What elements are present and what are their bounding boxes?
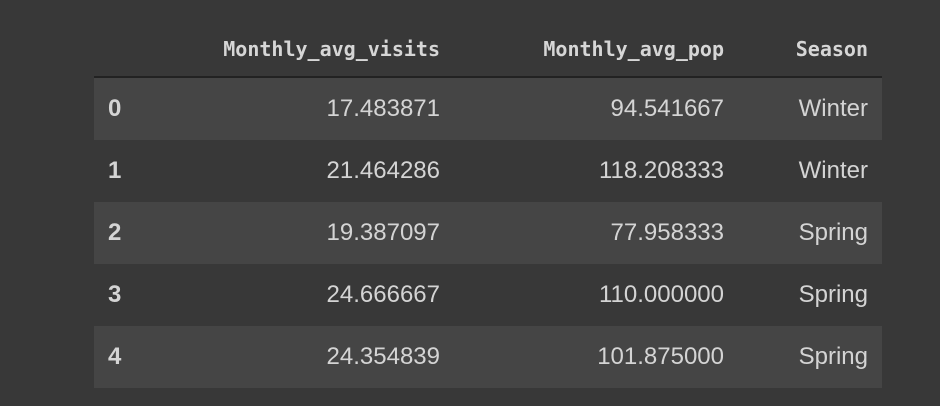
column-header-season: Season — [738, 22, 882, 78]
cell-monthly-avg-visits: 24.354839 — [326, 343, 440, 370]
dataframe-table: Monthly_avg_visits Monthly_avg_pop Seaso… — [94, 22, 882, 388]
cell-monthly-avg-pop: 118.208333 — [598, 157, 724, 184]
cell-monthly-avg-visits: 21.464286 — [326, 157, 440, 184]
table-row: 0 17.483871 94.541667 Winter — [94, 77, 882, 140]
table-row: 2 19.387097 77.958333 Spring — [94, 202, 882, 264]
header-row: Monthly_avg_visits Monthly_avg_pop Seaso… — [94, 22, 882, 78]
cell-monthly-avg-pop: 101.875000 — [597, 343, 724, 370]
cell-season: Spring — [798, 281, 868, 308]
row-index: 4 — [108, 343, 122, 370]
cell-monthly-avg-visits: 19.387097 — [326, 219, 440, 246]
row-index: 0 — [108, 95, 122, 122]
table-row: 4 24.354839 101.875000 Spring — [94, 326, 882, 388]
cell-season: Winter — [798, 157, 868, 184]
index-header — [94, 22, 156, 78]
cell-monthly-avg-pop: 77.958333 — [610, 219, 724, 246]
cell-monthly-avg-visits: 17.483871 — [326, 95, 440, 122]
column-header-monthly-avg-pop: Monthly_avg_pop — [454, 22, 738, 78]
cell-season: Spring — [798, 343, 868, 370]
cell-season: Winter — [798, 95, 868, 122]
cell-season: Spring — [798, 219, 868, 246]
row-index: 2 — [108, 219, 122, 246]
column-header-monthly-avg-visits: Monthly_avg_visits — [156, 22, 454, 78]
row-index: 1 — [108, 157, 122, 184]
table-row: 3 24.666667 110.000000 Spring — [94, 264, 882, 326]
cell-monthly-avg-pop: 94.541667 — [610, 95, 724, 122]
cell-monthly-avg-pop: 110.000000 — [598, 281, 724, 308]
row-index: 3 — [108, 281, 122, 308]
cell-monthly-avg-visits: 24.666667 — [326, 281, 440, 308]
table-row: 1 21.464286 118.208333 Winter — [94, 140, 882, 202]
